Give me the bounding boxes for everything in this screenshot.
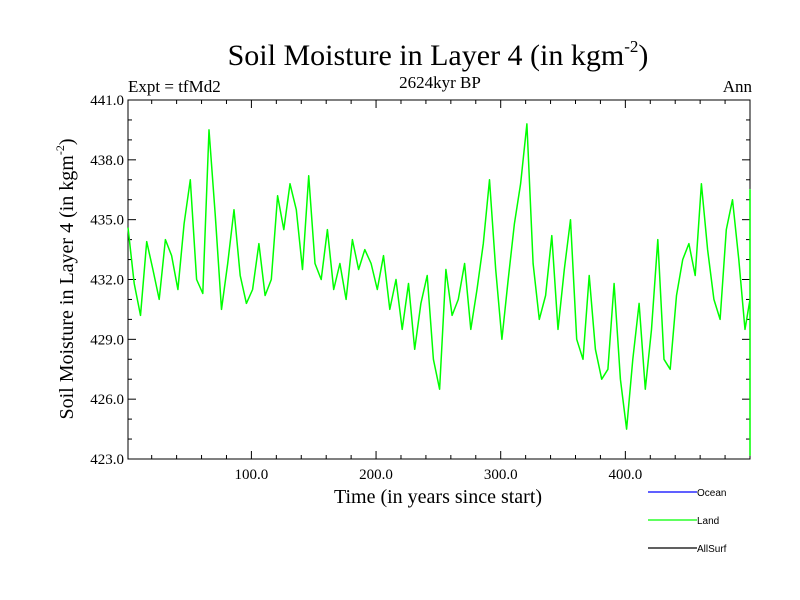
x-tick-label: 400.0 (608, 467, 642, 483)
y-axis-title: Soil Moisture in Layer 4 (in kgm-2) (53, 138, 78, 419)
chart-title-text: Soil Moisture in Layer 4 (in kgm (228, 39, 625, 72)
plot-frame (127, 99, 751, 460)
y-tick-label: 432.0 (90, 273, 124, 289)
legend-label-land: Land (697, 516, 719, 527)
legend-label-ocean: Ocean (697, 488, 726, 499)
axis-ticks (128, 99, 750, 460)
x-tick-label: 300.0 (484, 467, 518, 483)
y-tick-label: 441.0 (90, 93, 124, 109)
experiment-label: Expt = tfMd2 (128, 77, 221, 96)
chart-title: Soil Moisture in Layer 4 (in kgm-2) (228, 37, 649, 72)
y-tick-label: 438.0 (90, 153, 124, 169)
x-axis-title: Time (in years since start) (334, 486, 542, 508)
y-tick-label: 426.0 (90, 392, 124, 408)
x-tick-label: 100.0 (235, 467, 269, 483)
season-label: Ann (723, 77, 753, 96)
y-axis-title-suffix: ) (56, 138, 78, 145)
x-tick-label: 200.0 (359, 467, 393, 483)
y-tick-label: 423.0 (90, 452, 124, 468)
y-tick-label: 429.0 (90, 332, 124, 348)
axis-tick-labels: 423.0 426.0 429.0 432.0 435.0 438.0 441.0 100.0… (90, 93, 642, 483)
y-tick-label: 435.0 (90, 213, 124, 229)
y-axis-title-superscript: -2 (53, 145, 67, 155)
legend: Ocean Land AllSurf (648, 488, 727, 555)
chart-title-superscript: -2 (624, 37, 638, 56)
series-line-land (127, 123, 751, 456)
y-axis-title-text: Soil Moisture in Layer 4 (in kgm (56, 155, 78, 420)
chart-title-suffix: ) (638, 39, 648, 72)
legend-label-allsurf: AllSurf (697, 544, 727, 555)
chart-subtitle: 2624kyr BP (399, 73, 481, 92)
